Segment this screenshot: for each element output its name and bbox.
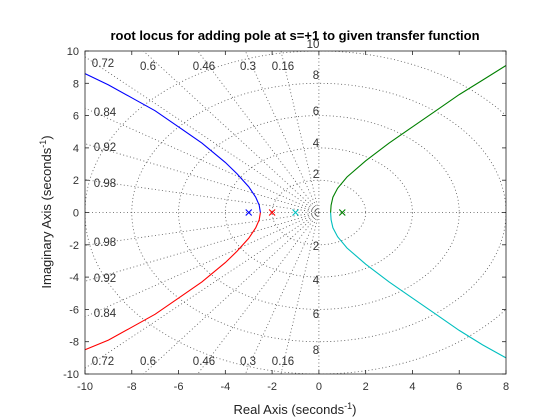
x-axis-label: Real Axis (seconds-1) [234, 401, 357, 417]
y-tick-label: -8 [69, 337, 79, 349]
x-tick-label: -4 [220, 381, 230, 393]
x-tick-label: 8 [503, 381, 509, 393]
pole-marker [268, 209, 276, 216]
damping-label-bottom: 0.72 [92, 356, 114, 368]
x-tick-label: 4 [409, 381, 415, 393]
wn-grid-circle [131, 82, 506, 343]
x-tick-label: -10 [77, 381, 93, 393]
x-tick-label: -2 [267, 381, 277, 393]
x-tick-label: -8 [127, 381, 137, 393]
damping-label-top: 0.16 [272, 61, 294, 73]
damping-label-top: 0.46 [193, 61, 215, 73]
locus-branch-1 [84, 212, 261, 351]
damping-label-bottom: 0.6 [140, 356, 156, 368]
damping-grid-ray [85, 212, 320, 282]
x-tick-label: 2 [363, 381, 369, 393]
y-tick-label: 4 [73, 143, 79, 155]
wn-label: 8 [313, 345, 319, 357]
damping-grid-ray [197, 212, 320, 374]
x-tick-label: 0 [316, 381, 322, 393]
x-tick-label: -6 [174, 381, 184, 393]
wn-label: 4 [313, 138, 320, 150]
wn-label: 6 [313, 106, 319, 118]
pole-marker [338, 209, 346, 216]
wn-label: 2 [313, 169, 319, 181]
pole-marker [292, 209, 299, 216]
wn-label: 10 [307, 39, 320, 51]
wn-label: 8 [313, 70, 319, 82]
y-tick-label: 2 [73, 175, 79, 187]
pole-marker [245, 209, 253, 216]
locus-branch-0 [84, 73, 261, 213]
damping-grid-ray [85, 143, 320, 213]
damping-grid-ray [142, 51, 320, 213]
y-tick-label: 6 [73, 111, 79, 123]
damping-label-top: 0.92 [94, 142, 116, 154]
wn-grid-circle [224, 147, 413, 278]
chart-title: root locus for adding pole at s=+1 to gi… [110, 28, 479, 43]
damping-grid-ray [142, 212, 320, 374]
y-tick-label: 0 [73, 208, 79, 220]
damping-grid-ray [85, 56, 320, 213]
damping-label-bottom: 0.16 [272, 356, 294, 368]
damping-label-top: 0.72 [92, 58, 114, 70]
y-tick-label: -4 [69, 272, 79, 284]
damping-grid-ray [85, 107, 320, 213]
locus-branch-2 [330, 65, 507, 213]
wn-label: 6 [313, 309, 319, 321]
y-tick-label: 10 [67, 46, 79, 58]
damping-label-top: 0.6 [140, 61, 156, 73]
wn-label: 4 [313, 275, 320, 287]
y-tick-label: -2 [69, 240, 79, 252]
damping-label-top: 0.84 [94, 107, 117, 119]
locus-branches [84, 65, 507, 359]
wn-label: 2 [313, 241, 319, 253]
locus-branch-3 [330, 212, 507, 359]
plot-frame [84, 50, 507, 375]
damping-label-bottom: 0.92 [94, 273, 116, 285]
damping-label-top: 0.3 [240, 61, 256, 73]
axis-ticks: -10 -8 -6 -4 -2 0 2 4 6 8 -10 -8 -6 -4 -2 0 2 4 6 8 10 [63, 46, 509, 393]
damping-grid-ray [85, 212, 320, 369]
x-tick-label: 6 [456, 381, 462, 393]
damping-label-bottom: 0.98 [94, 237, 116, 249]
y-tick-label: 8 [73, 78, 79, 90]
y-axis-label: Imaginary Axis (seconds-1) [38, 135, 54, 288]
damping-grid-ray [85, 212, 320, 318]
pole-markers [245, 209, 346, 216]
damping-label-bottom: 0.84 [94, 308, 117, 320]
damping-label-bottom: 0.46 [193, 356, 215, 368]
wn-grid-circle [178, 115, 460, 310]
y-tick-label: -10 [63, 369, 79, 381]
damping-label-bottom: 0.3 [240, 356, 256, 368]
damping-label-top: 0.98 [94, 178, 116, 190]
y-tick-label: -6 [69, 304, 79, 316]
